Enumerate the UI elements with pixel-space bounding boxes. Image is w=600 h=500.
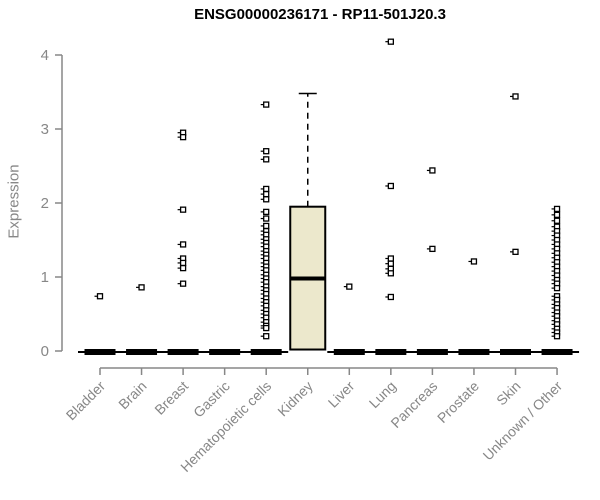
- box-group-kidney: [289, 92, 327, 351]
- outlier-point: [179, 241, 187, 248]
- svg-text:Bladder: Bladder: [63, 378, 109, 424]
- outlier-point: [512, 248, 519, 255]
- outlier-point: [553, 284, 561, 292]
- outlier-point: [346, 283, 353, 290]
- chart-title: ENSG00000236171 - RP11-501J20.3: [194, 6, 446, 23]
- svg-text:2: 2: [41, 195, 49, 212]
- box-group-unknown-other: [535, 205, 580, 355]
- svg-text:Unknown / Other: Unknown / Other: [480, 378, 566, 464]
- outlier-point: [263, 333, 270, 340]
- svg-text:Lung: Lung: [366, 378, 399, 411]
- outlier-point: [179, 206, 187, 213]
- svg-text:4: 4: [41, 47, 49, 64]
- box-group-bladder: [78, 293, 122, 355]
- outlier-point: [263, 215, 270, 222]
- box-group-brain: [119, 284, 164, 355]
- svg-text:Prostate: Prostate: [434, 378, 482, 426]
- outlier-point: [553, 333, 561, 340]
- outlier-point: [429, 167, 436, 174]
- outlier-point: [179, 259, 187, 267]
- outlier-point: [179, 133, 187, 141]
- outlier-point: [263, 208, 270, 216]
- outlier-point: [387, 38, 395, 45]
- box-group-skin: [493, 93, 538, 355]
- box-group-lung: [368, 38, 413, 355]
- svg-text:3: 3: [41, 121, 49, 138]
- svg-text:Skin: Skin: [493, 378, 524, 409]
- box-group-pancreas: [410, 167, 455, 355]
- svg-text:Brain: Brain: [115, 378, 149, 412]
- outlier-point: [263, 185, 270, 193]
- outlier-point: [263, 148, 270, 155]
- svg-text:0: 0: [41, 343, 49, 360]
- outlier-point: [263, 101, 270, 108]
- box-group-prostate: [451, 258, 496, 355]
- outlier-point: [138, 284, 145, 291]
- outlier-point: [387, 255, 395, 262]
- svg-text:Liver: Liver: [325, 378, 358, 411]
- outlier-point: [263, 156, 270, 163]
- box-group-hematopoietic-cells: [244, 101, 289, 355]
- outlier-point: [512, 93, 519, 100]
- outlier-point: [263, 222, 270, 230]
- outlier-point: [179, 280, 187, 287]
- svg-text:1: 1: [41, 269, 49, 286]
- box-group-breast: [161, 129, 206, 355]
- outlier-point: [553, 217, 561, 224]
- outlier-point: [179, 264, 187, 272]
- outlier-point: [263, 196, 270, 203]
- outlier-point: [387, 182, 395, 190]
- outlier-point: [553, 205, 561, 213]
- outlier-point: [429, 245, 436, 253]
- outlier-point: [387, 260, 395, 267]
- y-axis: 0 1 2 3 4: [41, 47, 63, 360]
- outlier-point: [387, 270, 395, 277]
- outlier-point: [263, 190, 270, 198]
- outlier-point: [96, 293, 104, 300]
- svg-text:Breast: Breast: [151, 378, 191, 418]
- y-axis-label: Expression: [5, 164, 23, 239]
- outlier-point: [470, 258, 478, 265]
- outlier-point: [387, 293, 395, 301]
- box-group-gastric: [202, 349, 247, 355]
- outlier-point: [263, 324, 270, 332]
- svg-text:Kidney: Kidney: [274, 378, 316, 420]
- box-group-liver: [327, 283, 372, 355]
- outlier-point: [553, 211, 561, 218]
